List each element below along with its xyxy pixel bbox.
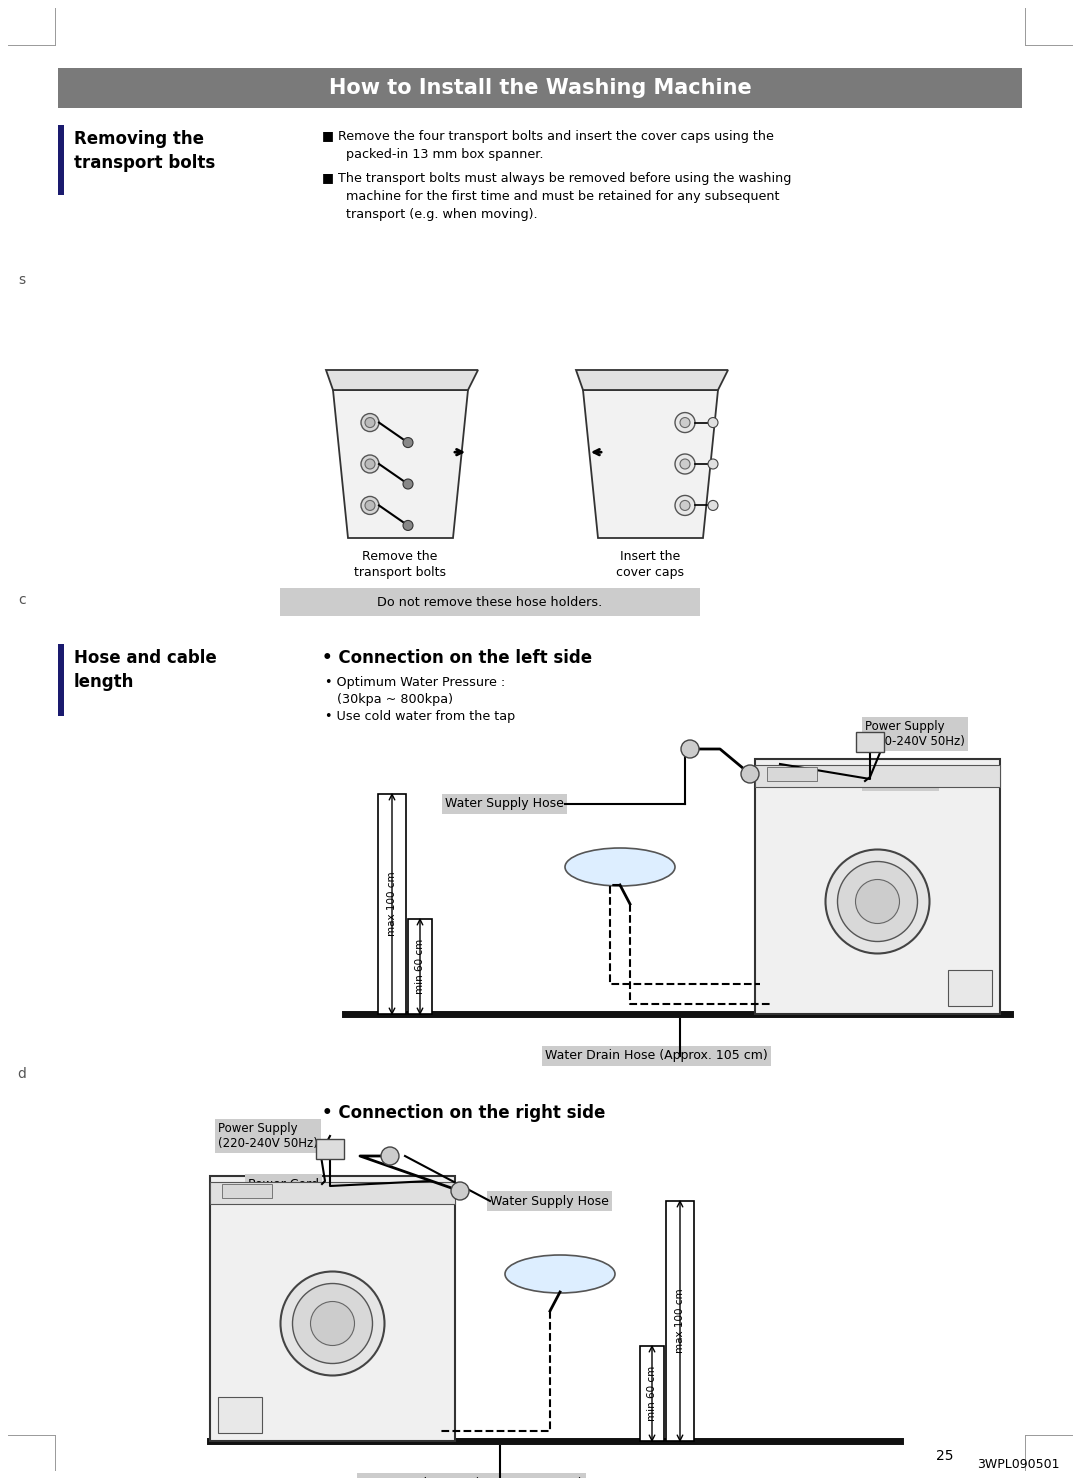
- Bar: [210, 1182, 455, 1205]
- Ellipse shape: [505, 1255, 615, 1293]
- Circle shape: [681, 740, 699, 758]
- Bar: [280, 588, 700, 616]
- Circle shape: [361, 497, 379, 514]
- Circle shape: [365, 501, 375, 510]
- Circle shape: [675, 495, 696, 516]
- Circle shape: [855, 879, 900, 924]
- Text: c: c: [18, 593, 26, 607]
- Polygon shape: [583, 390, 718, 538]
- Circle shape: [825, 850, 930, 953]
- Circle shape: [680, 418, 690, 427]
- Bar: [58, 68, 1022, 108]
- Text: machine for the first time and must be retained for any subsequent: machine for the first time and must be r…: [322, 191, 780, 202]
- Bar: [210, 1176, 455, 1441]
- Text: How to Install the Washing Machine: How to Install the Washing Machine: [328, 78, 752, 98]
- Text: s: s: [18, 273, 26, 287]
- Text: Power Supply
(220-240V 50Hz): Power Supply (220-240V 50Hz): [218, 1122, 318, 1150]
- Polygon shape: [326, 370, 478, 390]
- Circle shape: [675, 412, 696, 433]
- Circle shape: [361, 414, 379, 432]
- Circle shape: [293, 1283, 373, 1364]
- Circle shape: [403, 437, 413, 448]
- Text: Power Cord: Power Cord: [865, 774, 936, 788]
- Circle shape: [381, 1147, 399, 1165]
- Bar: [755, 760, 1000, 1014]
- Text: Insert the: Insert the: [620, 550, 680, 563]
- Text: • Connection on the right side: • Connection on the right side: [322, 1104, 606, 1122]
- Text: d: d: [17, 1067, 26, 1080]
- Bar: [378, 794, 406, 1014]
- Bar: [640, 1346, 664, 1441]
- Text: min 60 cm: min 60 cm: [415, 939, 426, 995]
- Text: Water Drain Hose (Approx. 105 cm): Water Drain Hose (Approx. 105 cm): [545, 1049, 768, 1063]
- Circle shape: [403, 479, 413, 489]
- Circle shape: [837, 862, 918, 941]
- Text: ■ Remove the four transport bolts and insert the cover caps using the: ■ Remove the four transport bolts and in…: [322, 130, 774, 143]
- Circle shape: [708, 460, 718, 469]
- Text: Do not remove these hose holders.: Do not remove these hose holders.: [377, 596, 603, 609]
- Text: • Connection on the left side: • Connection on the left side: [322, 649, 592, 667]
- Circle shape: [365, 418, 375, 427]
- Text: Remove the: Remove the: [362, 550, 437, 563]
- Circle shape: [451, 1182, 469, 1200]
- Text: ■ The transport bolts must always be removed before using the washing: ■ The transport bolts must always be rem…: [322, 171, 792, 185]
- Circle shape: [675, 454, 696, 474]
- Circle shape: [741, 766, 759, 783]
- Text: min 60 cm: min 60 cm: [647, 1366, 657, 1422]
- Text: cover caps: cover caps: [616, 566, 684, 579]
- Circle shape: [680, 460, 690, 469]
- Text: (30kpa ~ 800kpa): (30kpa ~ 800kpa): [325, 693, 453, 706]
- Text: Hose and cable
length: Hose and cable length: [75, 649, 217, 690]
- Text: 25: 25: [936, 1448, 954, 1463]
- Text: packed-in 13 mm box spanner.: packed-in 13 mm box spanner.: [322, 148, 543, 161]
- Circle shape: [365, 460, 375, 469]
- Text: max 100 cm: max 100 cm: [675, 1289, 685, 1354]
- Text: max 100 cm: max 100 cm: [387, 872, 397, 936]
- Circle shape: [311, 1302, 354, 1345]
- Polygon shape: [576, 370, 728, 390]
- Bar: [666, 1202, 694, 1441]
- Ellipse shape: [565, 848, 675, 885]
- Text: transport (e.g. when moving).: transport (e.g. when moving).: [322, 208, 538, 222]
- Circle shape: [708, 418, 718, 427]
- Text: Power Supply
(220-240V 50Hz): Power Supply (220-240V 50Hz): [865, 720, 964, 748]
- Bar: [408, 919, 432, 1014]
- Bar: [755, 766, 1000, 786]
- Text: 3WPL090501: 3WPL090501: [977, 1459, 1059, 1472]
- Text: Water Supply Hose: Water Supply Hose: [445, 798, 564, 810]
- Bar: [222, 1184, 272, 1199]
- Circle shape: [680, 501, 690, 510]
- Text: Water Drain Hose (Approx. 160 cm): Water Drain Hose (Approx. 160 cm): [360, 1477, 582, 1478]
- Circle shape: [361, 455, 379, 473]
- Bar: [948, 970, 993, 1007]
- Circle shape: [281, 1271, 384, 1376]
- Bar: [218, 1397, 262, 1434]
- Text: Power Cord: Power Cord: [248, 1178, 319, 1190]
- Text: • Optimum Water Pressure :: • Optimum Water Pressure :: [325, 675, 505, 689]
- Text: transport bolts: transport bolts: [354, 566, 446, 579]
- Bar: [767, 767, 816, 780]
- Text: Removing the
transport bolts: Removing the transport bolts: [75, 130, 215, 171]
- Text: Water Supply Hose: Water Supply Hose: [490, 1194, 609, 1208]
- Circle shape: [708, 501, 718, 510]
- Bar: [316, 1140, 345, 1159]
- Circle shape: [403, 520, 413, 531]
- Bar: [58, 126, 64, 195]
- Text: • Use cold water from the tap: • Use cold water from the tap: [325, 709, 515, 723]
- Bar: [856, 732, 885, 752]
- Polygon shape: [333, 390, 468, 538]
- Bar: [58, 644, 64, 715]
